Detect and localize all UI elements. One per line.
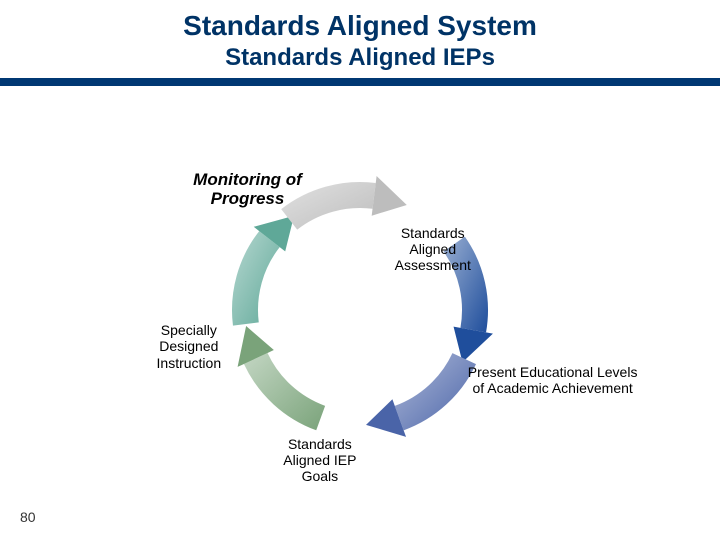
cycle-arrow: [244, 353, 325, 430]
cycle-node-label: Monitoring ofProgress: [172, 170, 322, 209]
cycle-arrow: [232, 231, 280, 326]
page-title: Standards Aligned System: [0, 0, 720, 42]
cycle-arrowhead: [254, 216, 294, 252]
cycle-node-label: StandardsAlignedAssessment: [373, 225, 493, 273]
cycle-node-label: SpeciallyDesignedInstruction: [139, 322, 239, 370]
cycle-node-label: StandardsAligned IEPGoals: [265, 436, 375, 484]
page-number: 80: [20, 509, 36, 525]
cycle-arrowhead: [454, 327, 493, 363]
cycle-arrowhead: [238, 326, 274, 367]
cycle-arrowhead: [372, 176, 407, 216]
cycle-node-label: Present Educational Levelsof Academic Ac…: [443, 364, 663, 396]
page-subtitle: Standards Aligned IEPs: [0, 42, 720, 78]
cycle-arrowhead: [366, 399, 406, 437]
header-band: [0, 78, 720, 86]
